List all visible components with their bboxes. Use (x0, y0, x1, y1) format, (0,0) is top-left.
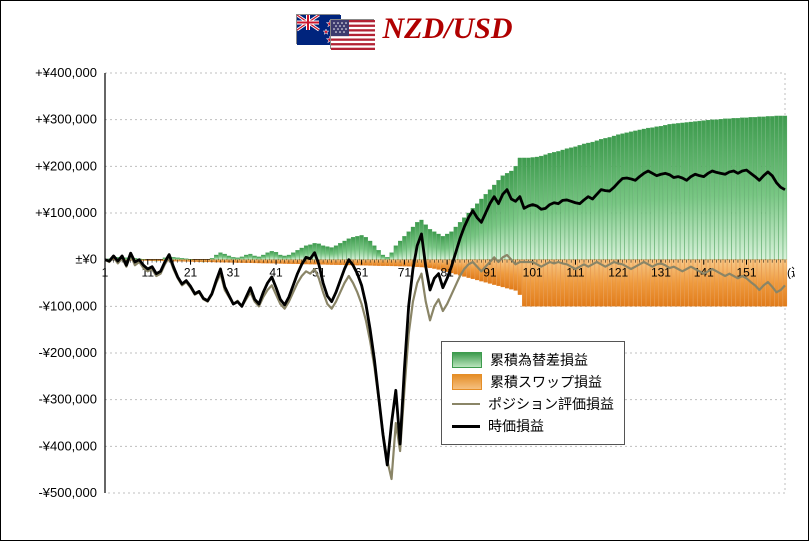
svg-text:+¥400,000: +¥400,000 (35, 65, 97, 80)
svg-text:(週): (週) (787, 266, 795, 280)
legend: 累積為替差損益累積スワップ損益ポジション評価損益時価損益 (441, 341, 625, 445)
svg-text:+¥100,000: +¥100,000 (35, 205, 97, 220)
us-flag-icon (330, 19, 374, 49)
svg-text:21: 21 (184, 266, 198, 280)
legend-item: ポジション評価損益 (452, 394, 614, 414)
svg-text:-¥100,000: -¥100,000 (38, 298, 97, 313)
legend-item: 累積スワップ損益 (452, 372, 614, 392)
svg-text:+¥200,000: +¥200,000 (35, 158, 97, 173)
legend-item: 時価損益 (452, 416, 614, 436)
svg-text:121: 121 (608, 266, 628, 280)
plot-area: -¥500,000 -¥400,000 -¥300,000 -¥200,000 -¥10… (15, 57, 795, 527)
title-row: NZD/USD (1, 1, 808, 49)
legend-label: ポジション評価損益 (488, 394, 614, 414)
svg-text:-¥400,000: -¥400,000 (38, 438, 97, 453)
svg-text:-¥300,000: -¥300,000 (38, 392, 97, 407)
legend-label: 時価損益 (488, 416, 544, 436)
svg-text:+¥300,000: +¥300,000 (35, 112, 97, 127)
legend-label: 累積スワップ損益 (490, 372, 602, 392)
legend-item: 累積為替差損益 (452, 350, 614, 370)
legend-label: 累積為替差損益 (490, 350, 588, 370)
svg-text:71: 71 (398, 266, 412, 280)
svg-text:101: 101 (523, 266, 543, 280)
svg-text:-¥500,000: -¥500,000 (38, 485, 97, 500)
svg-text:31: 31 (227, 266, 241, 280)
svg-text:-¥200,000: -¥200,000 (38, 345, 97, 360)
chart-container: NZD/USD -¥500,000 -¥400,000 -¥300,000 -¥200… (0, 0, 809, 541)
svg-text:1: 1 (102, 266, 109, 280)
pair-title: NZD/USD (382, 12, 512, 46)
svg-text:±¥0: ±¥0 (75, 252, 97, 267)
